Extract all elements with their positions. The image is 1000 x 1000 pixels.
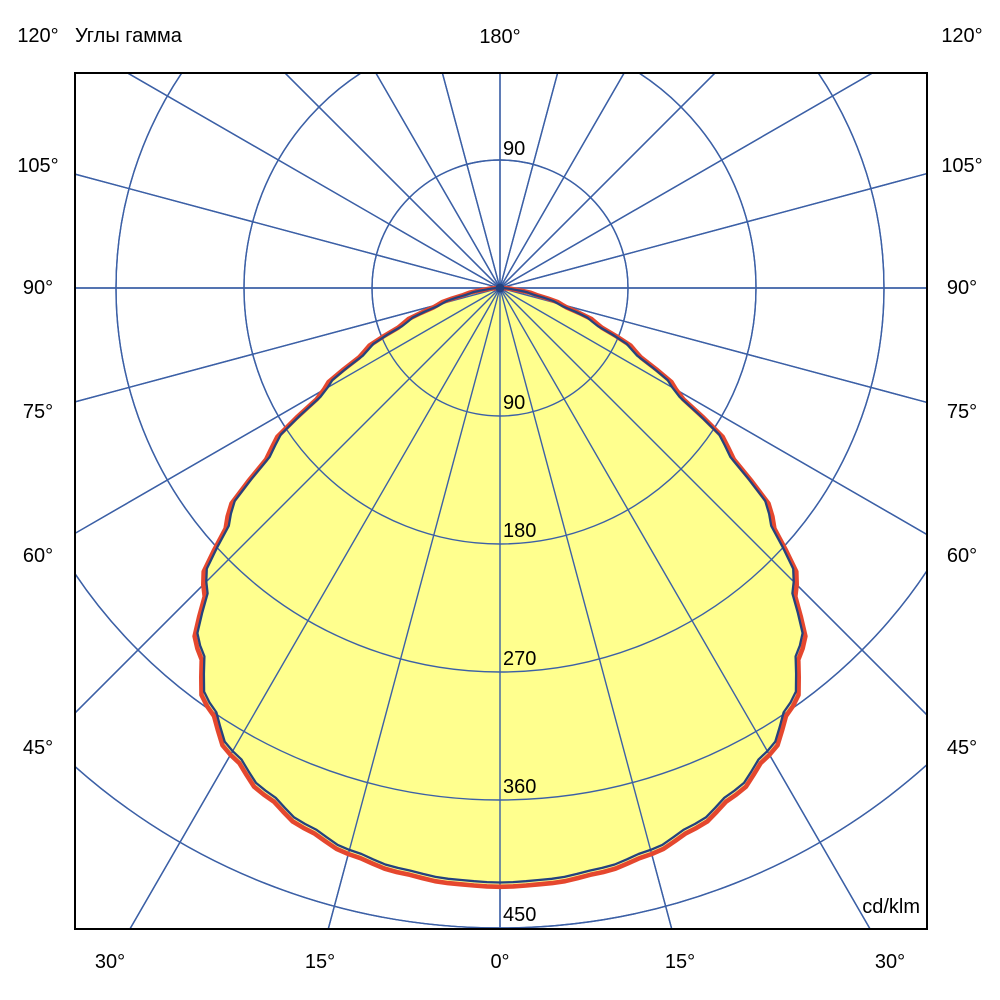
gamma-label-bottom-15°: 15° — [665, 951, 695, 973]
radial-tick-label-360: 360 — [503, 776, 536, 798]
unit-label: cd/klm — [862, 896, 920, 918]
gamma-grid-ray-135 — [499, 73, 716, 289]
gamma-grid-ray-30 — [499, 287, 871, 929]
gamma-grid-ray-285 — [75, 287, 501, 403]
gamma-label-bottom-15°: 15° — [305, 951, 335, 973]
gamma-label-left-120°: 120° — [17, 25, 58, 47]
gamma-grid-ray-240 — [126, 73, 501, 289]
gamma-grid-ray-165 — [499, 73, 559, 289]
radial-tick-label-180: 180 — [503, 520, 536, 542]
gamma-label-bottom-30°: 30° — [95, 951, 125, 973]
gamma-grid-ray-150 — [499, 73, 625, 289]
gamma-label-left-75°: 75° — [23, 401, 53, 423]
gamma-grid-ray-210 — [375, 73, 501, 289]
gamma-label-left-90°: 90° — [23, 277, 53, 299]
gamma-label-right-90°: 90° — [947, 277, 977, 299]
gamma-grid-ray-75 — [499, 287, 927, 404]
gamma-grid-ray-225 — [284, 73, 501, 289]
gamma-grid-ray-45 — [499, 287, 927, 716]
radial-tick-label-270: 270 — [503, 648, 536, 670]
radial-tick-label-90: 90 — [503, 392, 525, 414]
chart-title: Углы гамма — [75, 25, 183, 47]
plot-border — [74, 72, 928, 930]
curve-c90-c270 — [196, 286, 804, 884]
gamma-grid-ray-255 — [75, 173, 501, 289]
gamma-label-right-45°: 45° — [947, 737, 977, 759]
gamma-grid-ray-15 — [499, 287, 673, 929]
gamma-label-bottom-0°: 0° — [490, 951, 509, 973]
gamma-label-left-45°: 45° — [23, 737, 53, 759]
gamma-grid-ray-345 — [327, 287, 501, 929]
gamma-label-left-105°: 105° — [17, 155, 58, 177]
gamma-label-right-75°: 75° — [947, 401, 977, 423]
origin-point — [495, 283, 505, 293]
gamma-grid-ray-105 — [499, 172, 927, 289]
gamma-label-right-105°: 105° — [941, 155, 982, 177]
radial-tick-label-top-90: 90 — [503, 138, 525, 160]
gamma-angle-labels: 120° 105° 90° 75° 60° 45° 120° 105° 90° 75° 60° 45°… — [17, 25, 982, 973]
gamma-label-right-60°: 60° — [947, 545, 977, 567]
radial-tick-labels: 90 90 180 270 360 450 — [503, 138, 536, 926]
gamma-label-left-60°: 60° — [23, 545, 53, 567]
gamma-label-right-120°: 120° — [941, 25, 982, 47]
gamma-label-bottom-30°: 30° — [875, 951, 905, 973]
gamma-grid-ray-195 — [441, 73, 501, 289]
gamma-label-top-180: 180° — [479, 26, 520, 48]
radial-tick-label-450: 450 — [503, 904, 536, 926]
gamma-grid-ray-120 — [499, 73, 874, 289]
gamma-grid-ray-330 — [129, 287, 501, 929]
curve-c0-c180 — [192, 285, 808, 890]
